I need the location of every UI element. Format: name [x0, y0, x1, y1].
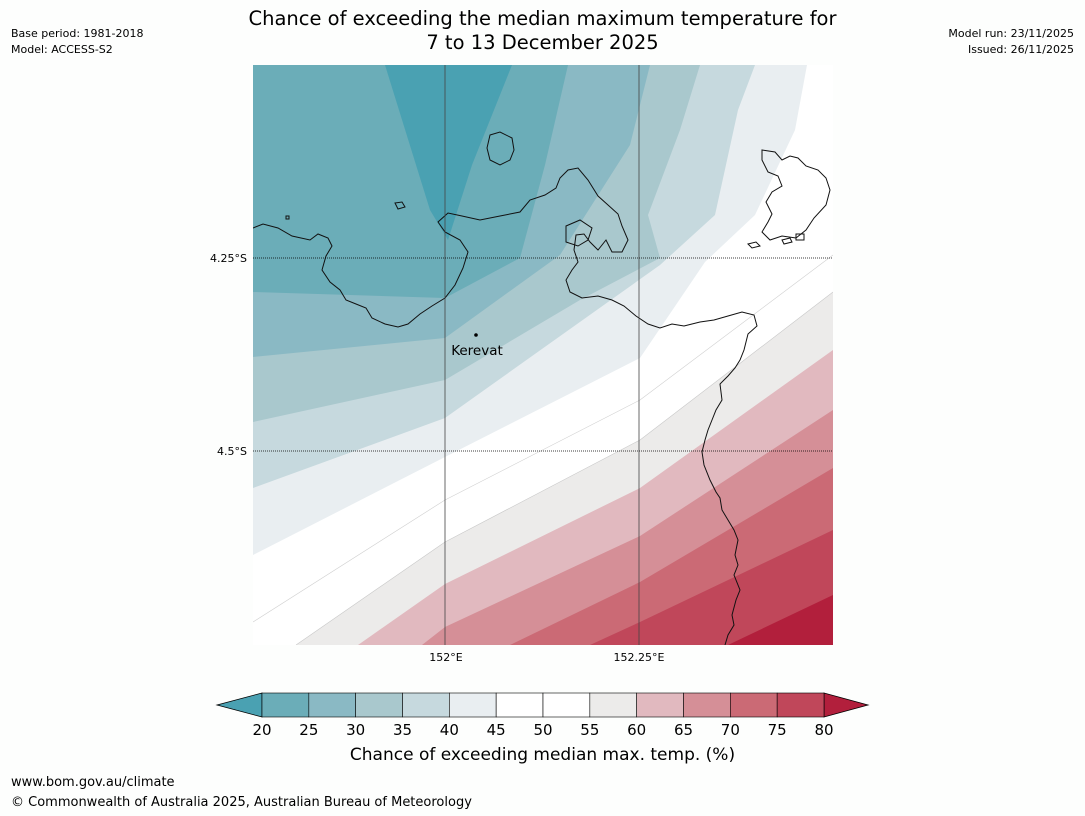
- kerevat-marker: [474, 333, 478, 337]
- title-line-2: 7 to 13 December 2025: [426, 31, 659, 54]
- colorbar-tick-label: 60: [627, 721, 646, 739]
- colorbar-tick-label: 35: [393, 721, 412, 739]
- colorbar-tick-label: 65: [674, 721, 693, 739]
- contour-line-45: [253, 254, 833, 623]
- base-period-label: Base period: 1981-2018: [11, 27, 144, 40]
- islet-east-1: [747, 241, 761, 249]
- colorbar-tick-label: 45: [487, 721, 506, 739]
- colorbar-swatch-20-25: [261, 692, 310, 718]
- colorbar-swatch-45-50: [495, 692, 544, 718]
- metadata-right: Model run: 23/11/2025 Issued: 26/11/2025: [948, 26, 1074, 58]
- colorbar-swatch-55-60: [589, 692, 637, 718]
- colorbar-over-arrow: [823, 692, 870, 718]
- colorbar-swatch-35-40: [402, 692, 450, 718]
- model-run-label: Model run: 23/11/2025: [948, 27, 1074, 40]
- colorbar-swatch-50-55: [542, 692, 591, 718]
- band-20-25: [253, 65, 568, 298]
- islet-east-3: [795, 233, 805, 241]
- colorbar-swatch-70-75: [730, 692, 778, 718]
- colorbar-tick-label: 40: [440, 721, 459, 739]
- islet-small: [394, 201, 406, 210]
- colorbar-swatch-65-70: [683, 692, 731, 718]
- footer-copyright: © Commonwealth of Australia 2025, Austra…: [11, 795, 472, 810]
- colorbar-tick-label: 55: [580, 721, 599, 739]
- islet-dot-1: [285, 215, 290, 220]
- kerevat-label: Kerevat: [451, 343, 503, 359]
- colorbar-under-arrow: [215, 692, 263, 718]
- probability-contours: [253, 65, 833, 645]
- colorbar: 20 25 30 35 40 45 50 55 60 65 70 75 80: [215, 692, 870, 739]
- colorbar-tick-label: 20: [252, 721, 271, 739]
- colorbar-tick-label: 70: [721, 721, 740, 739]
- lat-label-4-25: 4.25°S: [210, 252, 247, 265]
- lon-label-152-25: 152.25°E: [614, 651, 665, 664]
- island-inner-bay: [565, 219, 593, 247]
- colorbar-title: Chance of exceeding median max. temp. (%…: [349, 745, 736, 765]
- colorbar-swatch-40-45: [449, 692, 497, 718]
- band-over-80: [728, 595, 833, 645]
- colorbar-tick-label: 80: [814, 721, 833, 739]
- colorbar-swatch-75-80: [776, 692, 825, 718]
- coastline-west: [253, 167, 758, 645]
- island-north: [486, 131, 515, 166]
- colorbar-tick-label: 30: [346, 721, 365, 739]
- coastline: [253, 131, 831, 645]
- metadata-left: Base period: 1981-2018 Model: ACCESS-S2: [11, 26, 143, 58]
- colorbar-swatch-25-30: [308, 692, 356, 718]
- band-75-80: [590, 530, 833, 645]
- title-line-1: Chance of exceeding the median maximum t…: [248, 7, 837, 30]
- page-title: Chance of exceeding the median maximum t…: [0, 7, 1085, 55]
- islet-east-2: [781, 237, 793, 245]
- band-under-20: [385, 65, 512, 240]
- colorbar-swatch-30-35: [355, 692, 403, 718]
- issued-label: Issued: 26/11/2025: [967, 43, 1074, 56]
- colorbar-tick-label: 25: [299, 721, 318, 739]
- colorbar-tick-label: 75: [768, 721, 787, 739]
- colorbar-swatch-60-65: [636, 692, 684, 718]
- lon-label-152: 152°E: [429, 651, 462, 664]
- model-label: Model: ACCESS-S2: [11, 43, 113, 56]
- lat-label-4-5: 4.5°S: [217, 445, 247, 458]
- colorbar-tick-label: 50: [533, 721, 552, 739]
- footer-url: www.bom.gov.au/climate: [11, 775, 175, 790]
